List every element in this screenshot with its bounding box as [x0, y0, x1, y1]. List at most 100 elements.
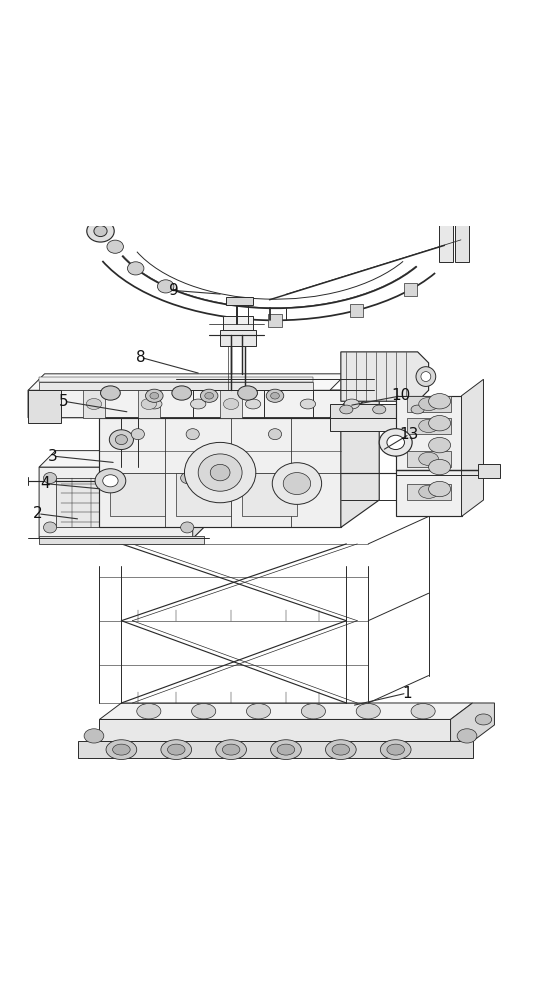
Ellipse shape [113, 744, 130, 755]
Ellipse shape [428, 437, 450, 453]
Bar [350, 304, 363, 317]
Ellipse shape [411, 704, 435, 719]
Bar [39, 382, 314, 390]
Ellipse shape [356, 704, 381, 719]
Bar [223, 316, 253, 330]
Bar [39, 536, 204, 544]
Text: 8: 8 [136, 350, 145, 365]
Ellipse shape [191, 704, 216, 719]
Bar [138, 390, 160, 418]
Ellipse shape [222, 744, 240, 755]
Ellipse shape [300, 399, 316, 409]
Ellipse shape [387, 744, 404, 755]
Polygon shape [39, 451, 209, 467]
Ellipse shape [246, 704, 271, 719]
Ellipse shape [198, 454, 242, 491]
Polygon shape [28, 390, 346, 418]
Ellipse shape [340, 405, 353, 414]
Ellipse shape [109, 430, 134, 450]
Bar [226, 297, 253, 305]
Ellipse shape [86, 399, 102, 409]
Ellipse shape [95, 469, 126, 493]
Ellipse shape [106, 740, 137, 759]
Bar [406, 418, 450, 434]
Polygon shape [56, 478, 176, 527]
Ellipse shape [186, 429, 199, 440]
Polygon shape [100, 703, 472, 719]
Bar [242, 473, 297, 516]
Polygon shape [39, 467, 209, 538]
Bar [406, 451, 450, 467]
Ellipse shape [428, 416, 450, 431]
Bar [478, 464, 500, 478]
Ellipse shape [137, 704, 161, 719]
Ellipse shape [301, 704, 326, 719]
Bar [220, 330, 256, 346]
Ellipse shape [184, 442, 256, 503]
Ellipse shape [381, 740, 411, 759]
Polygon shape [450, 703, 494, 741]
Ellipse shape [332, 744, 350, 755]
Ellipse shape [419, 397, 438, 411]
Ellipse shape [326, 740, 356, 759]
Text: 2: 2 [33, 506, 43, 521]
Ellipse shape [180, 473, 194, 484]
Ellipse shape [268, 429, 282, 440]
Bar [406, 396, 450, 412]
Ellipse shape [379, 429, 412, 456]
Bar [330, 418, 434, 431]
Polygon shape [28, 374, 346, 390]
Text: 3: 3 [48, 449, 58, 464]
Bar [28, 390, 61, 423]
Ellipse shape [210, 464, 230, 481]
Polygon shape [461, 379, 483, 516]
Ellipse shape [277, 744, 295, 755]
Ellipse shape [101, 386, 120, 400]
Bar [395, 396, 461, 516]
Polygon shape [100, 390, 379, 418]
Bar [268, 314, 282, 327]
Ellipse shape [157, 280, 174, 293]
Ellipse shape [373, 405, 386, 414]
Ellipse shape [200, 389, 218, 402]
Ellipse shape [475, 714, 492, 725]
Bar [111, 473, 166, 516]
Ellipse shape [428, 394, 450, 409]
Ellipse shape [172, 386, 191, 400]
Ellipse shape [419, 485, 438, 498]
Ellipse shape [457, 729, 477, 743]
Polygon shape [100, 418, 341, 527]
Ellipse shape [205, 392, 213, 399]
Ellipse shape [419, 452, 438, 465]
Ellipse shape [84, 729, 104, 743]
Ellipse shape [421, 372, 431, 381]
Polygon shape [192, 451, 209, 538]
Ellipse shape [180, 522, 194, 533]
Ellipse shape [107, 240, 123, 253]
Ellipse shape [283, 473, 311, 495]
Ellipse shape [147, 399, 162, 409]
Text: 5: 5 [59, 394, 69, 409]
Ellipse shape [419, 419, 438, 433]
Text: 13: 13 [400, 427, 419, 442]
Ellipse shape [271, 392, 279, 399]
Ellipse shape [238, 386, 257, 400]
Ellipse shape [428, 459, 450, 475]
Ellipse shape [344, 399, 360, 409]
Ellipse shape [131, 429, 145, 440]
Ellipse shape [272, 463, 322, 504]
Ellipse shape [416, 367, 436, 386]
Polygon shape [78, 741, 472, 758]
Ellipse shape [43, 473, 57, 484]
Ellipse shape [266, 389, 284, 402]
Ellipse shape [141, 399, 157, 409]
Text: 9: 9 [169, 283, 178, 298]
Bar [406, 484, 450, 500]
Polygon shape [100, 719, 450, 741]
Bar [455, 223, 469, 262]
Ellipse shape [271, 740, 301, 759]
Ellipse shape [411, 405, 424, 414]
Bar [83, 390, 105, 418]
Bar [176, 473, 231, 516]
Bar [404, 283, 417, 296]
